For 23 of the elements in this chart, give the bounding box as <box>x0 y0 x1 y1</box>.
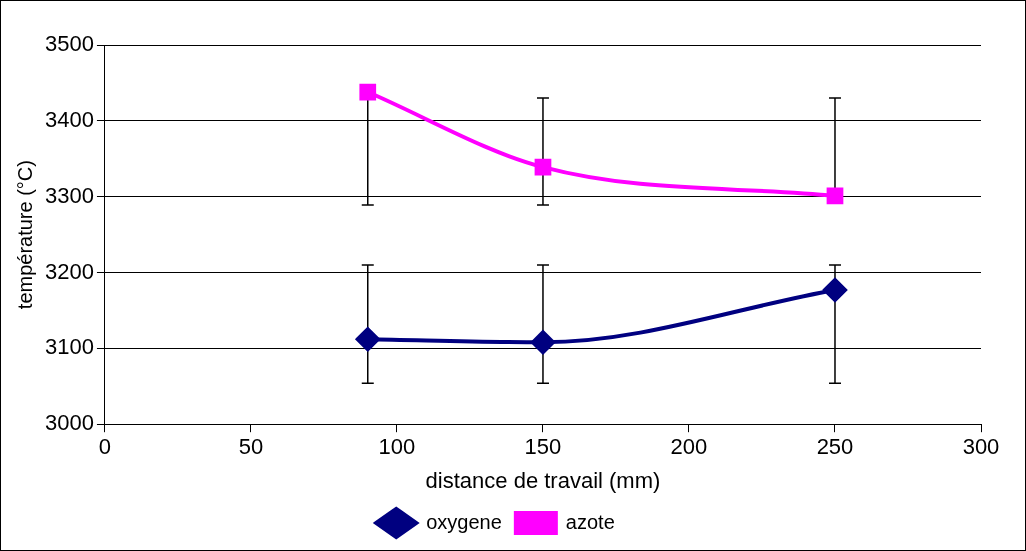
y-tick-label: 3100 <box>44 334 94 360</box>
y-tick-label: 3200 <box>44 258 94 284</box>
y-tick-label: 3300 <box>44 182 94 208</box>
y-axis-title: température (°C) <box>13 160 36 310</box>
point <box>355 327 380 352</box>
point <box>826 187 844 205</box>
x-tick-label: 100 <box>378 434 416 460</box>
y-tick-label: 3500 <box>44 31 94 57</box>
y-tick-label: 3000 <box>44 410 94 436</box>
x-axis-title: distance de travail (mm) <box>425 467 661 493</box>
legend-label: oxygene <box>426 510 502 533</box>
x-tick-label: 50 <box>238 434 264 460</box>
x-tick-label: 0 <box>98 434 112 460</box>
x-tick-label: 200 <box>670 434 708 460</box>
point <box>359 83 377 101</box>
x-tick-label: 300 <box>962 434 1000 460</box>
point <box>530 330 555 355</box>
legend-label: azote <box>565 510 615 533</box>
y-tick-label: 3400 <box>44 106 94 132</box>
x-tick-label: 150 <box>524 434 562 460</box>
point <box>534 158 552 176</box>
x-tick-label: 250 <box>816 434 854 460</box>
point <box>822 277 847 302</box>
